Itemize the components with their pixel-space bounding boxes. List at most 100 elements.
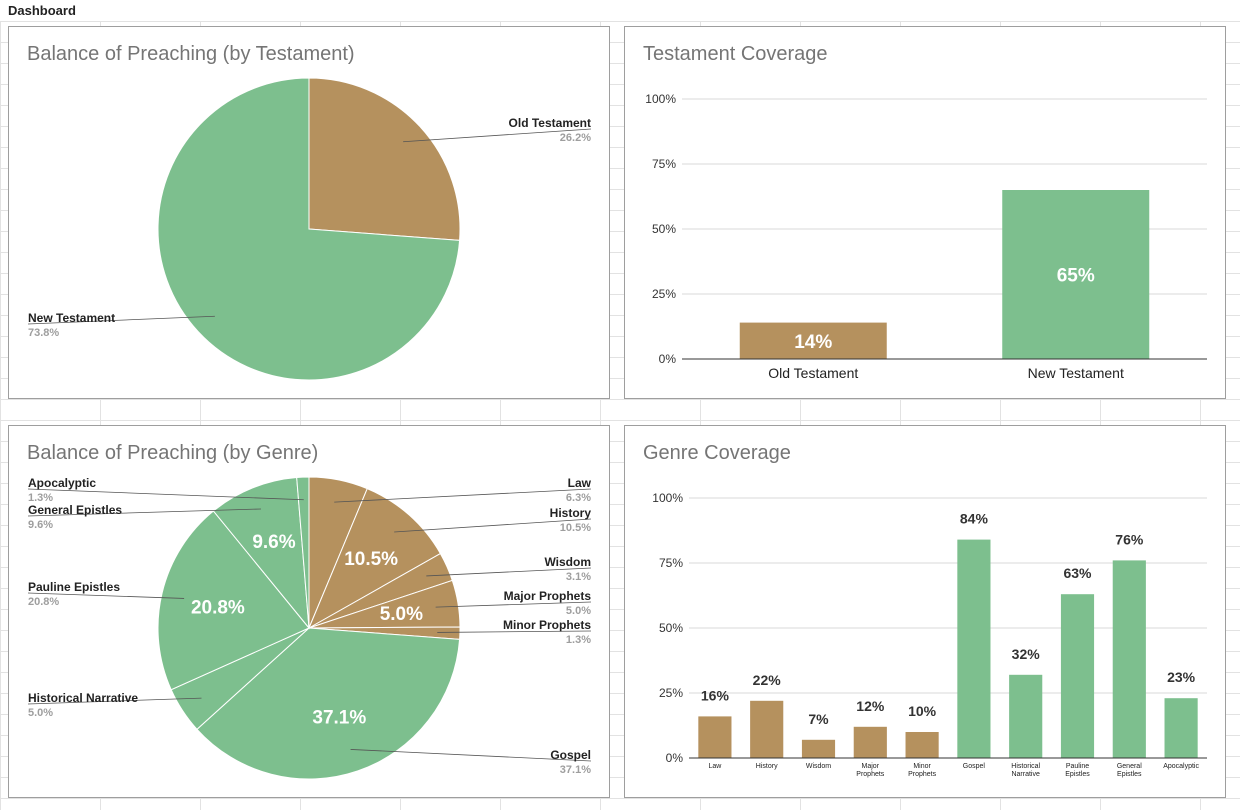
legend-percent: 6.3% [566, 492, 591, 504]
chart-title: Balance of Preaching (by Genre) [27, 442, 319, 464]
x-tick-label: Epistles [1065, 771, 1090, 778]
legend-percent: 3.1% [566, 571, 591, 583]
slice-value-label: 20.8% [191, 597, 245, 618]
bar-value-label: 12% [856, 698, 885, 714]
bar-new-testament [1002, 190, 1150, 359]
bar-minor-prophets [905, 732, 939, 758]
genre-pie-panel[interactable]: 10.5% 5.0% 37.1% 20.8% 9.6% Law 6.3% History 10.… [8, 425, 610, 798]
bar-major-prophets [853, 726, 887, 758]
bar-value-label: 16% [701, 687, 730, 703]
x-tick-label: Minor [913, 763, 931, 770]
x-tick-label: New Testament [1028, 365, 1124, 381]
legend-label: Minor Prophets [503, 618, 591, 632]
bar-general-epistles [1112, 560, 1146, 758]
bar-value-label: 32% [1012, 646, 1041, 662]
leader-line [426, 567, 592, 577]
x-tick-label: Law [708, 763, 722, 770]
bar-value-label: 23% [1167, 669, 1196, 685]
genre-bar-panel[interactable]: 0% 25% 50% 75% 100% 16% Law 22% History 7% Wisdom 1… [624, 425, 1226, 798]
legend-percent: 1.3% [566, 634, 591, 646]
testament-bar-chart: 0% 25% 50% 75% 100% 14% Old Testament 65% New Te… [645, 92, 1207, 381]
bar-law [698, 716, 732, 758]
leader-line [27, 488, 304, 501]
leader-line [394, 518, 592, 533]
x-tick-label: General [1117, 763, 1142, 770]
x-tick-label: Narrative [1011, 771, 1040, 778]
bar-value-label: 63% [1063, 565, 1092, 581]
bar-gospel [957, 539, 991, 758]
x-tick-label: History [756, 763, 778, 770]
leader-line [27, 315, 215, 325]
leader-line [435, 601, 592, 608]
legend-percent: 1.3% [28, 492, 53, 504]
bar-history [750, 700, 784, 758]
legend-percent: 9.6% [28, 519, 53, 531]
genre-pie-chart: 10.5% 5.0% 37.1% 20.8% 9.6% Law 6.3% History 10.… [27, 476, 592, 780]
x-tick-label: Historical [1011, 763, 1040, 770]
slice-value-label: 37.1% [312, 708, 366, 729]
x-tick-label: Prophets [908, 771, 937, 778]
bar-value-label: 76% [1115, 531, 1144, 547]
x-tick-label: Prophets [856, 771, 885, 778]
bar-apocalyptic [1164, 698, 1198, 758]
chart-title: Genre Coverage [643, 442, 791, 464]
bar-value-label: 22% [753, 672, 782, 688]
leader-line [350, 749, 592, 762]
x-tick-label: Wisdom [806, 763, 831, 770]
x-tick-label: Old Testament [768, 365, 858, 381]
legend-label: Pauline Epistles [28, 580, 120, 594]
legend-label: Wisdom [544, 555, 591, 569]
legend-percent: 20.8% [28, 596, 59, 608]
legend-percent: 73.8% [28, 327, 59, 339]
pie-slice-gospel [196, 627, 461, 780]
bar-value-label: 84% [960, 511, 989, 527]
bar-value-label: 65% [1057, 266, 1095, 287]
pie-slice-apocalyptic [296, 476, 310, 629]
sheet-title: Dashboard [0, 0, 1240, 21]
x-tick-label: Pauline [1066, 763, 1089, 770]
y-tick-label: 25% [652, 287, 676, 301]
x-tick-label: Major [862, 763, 880, 770]
leader-line [27, 697, 202, 705]
legend-percent: 10.5% [560, 522, 591, 534]
legend-percent: 5.0% [566, 605, 591, 617]
testament-bar-panel[interactable]: 0% 25% 50% 75% 100% 14% Old Testament 65% New Te… [624, 26, 1226, 399]
testament-pie-chart: Old Testament 26.2% New Testament 73.8% [27, 77, 591, 381]
legend-label: Historical Narrative [28, 691, 138, 705]
legend-label: New Testament [28, 311, 115, 325]
bar-historical-narrative [1009, 674, 1043, 758]
leader-line [334, 488, 592, 503]
genre-bar-chart: 0% 25% 50% 75% 100% 16% Law 22% History 7% Wisdom 1… [652, 491, 1207, 778]
legend-label: Law [568, 476, 592, 490]
slice-value-label: 9.6% [252, 532, 295, 553]
y-tick-label: 0% [659, 352, 677, 366]
legend-label: Major Prophets [504, 589, 592, 603]
pie-slice-pauline-epistles [157, 510, 310, 691]
y-tick-label: 75% [659, 556, 683, 570]
x-tick-label: Epistles [1117, 771, 1142, 778]
bar-pauline-epistles [1060, 594, 1095, 758]
bar-old-testament [739, 322, 887, 359]
slice-value-label: 5.0% [380, 604, 423, 625]
y-tick-label: 0% [666, 751, 684, 765]
slice-value-label: 10.5% [344, 549, 398, 570]
y-tick-label: 100% [652, 491, 683, 505]
legend-percent: 5.0% [28, 707, 53, 719]
legend-label: Apocalyptic [28, 476, 96, 490]
legend-percent: 26.2% [560, 132, 591, 144]
leader-line [27, 508, 262, 517]
y-tick-label: 25% [659, 686, 683, 700]
legend-percent: 37.1% [560, 764, 591, 776]
bar-value-label: 7% [808, 711, 829, 727]
y-tick-label: 50% [652, 222, 676, 236]
x-tick-label: Apocalyptic [1163, 763, 1199, 770]
legend-label: General Epistles [28, 503, 122, 517]
pie-slice-new-testament [157, 77, 461, 381]
legend-label: Old Testament [509, 116, 591, 130]
legend-label: Gospel [550, 748, 591, 762]
testament-pie-panel[interactable]: Old Testament 26.2% New Testament 73.8% Bal… [8, 26, 610, 399]
bar-value-label: 10% [908, 703, 937, 719]
pie-slice-old-testament [308, 77, 461, 241]
legend-label: History [550, 506, 592, 520]
chart-title: Balance of Preaching (by Testament) [27, 43, 355, 65]
